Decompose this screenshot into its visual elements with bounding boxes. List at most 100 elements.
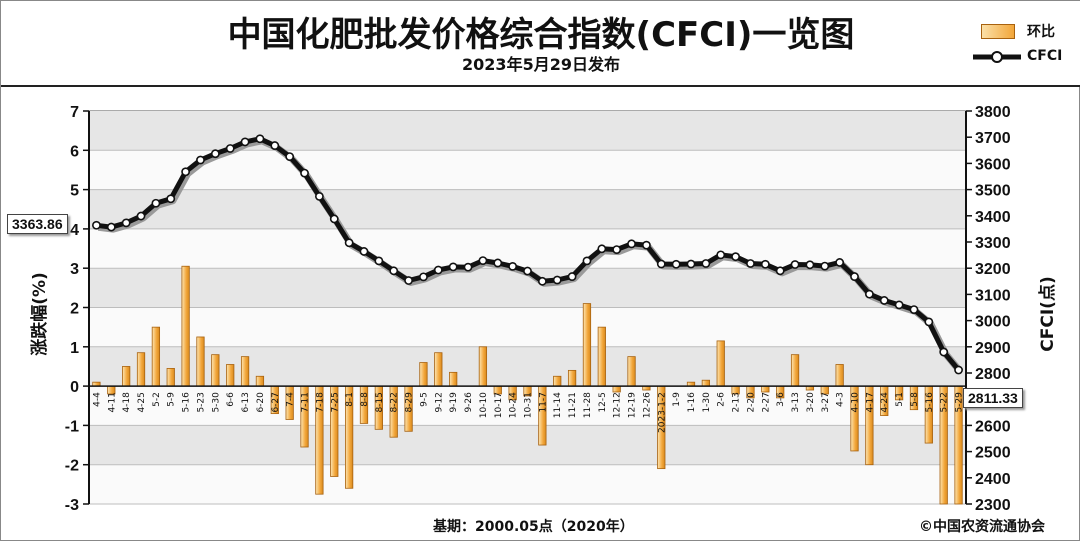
cfci-point-6-6	[225, 144, 235, 153]
cfci-point-8-29	[404, 276, 413, 285]
right-axis-ticks: 2300240025002600270028002900300031003200…	[965, 104, 1011, 514]
bar-12-5	[597, 326, 606, 387]
x-tick-label: 3-6	[776, 392, 786, 407]
start-value-callout: 3363.86	[7, 214, 68, 234]
bar-12-19	[627, 356, 636, 387]
right-axis-label: CFCI(点)	[1037, 276, 1058, 351]
x-tick-label: 5-2	[152, 392, 162, 407]
x-tick-label: 4-3	[836, 392, 846, 407]
right-tick-label: 3700	[975, 130, 1011, 147]
cfci-point-8-15	[374, 256, 384, 266]
cfci-point-12-26	[642, 240, 651, 250]
cfci-point-5-9	[166, 194, 176, 204]
x-tick-label: 5-23	[196, 392, 206, 412]
left-tick-label: -3	[65, 497, 79, 514]
bar-11-21	[567, 369, 577, 387]
cfci-point-2-6	[716, 250, 726, 260]
cfci-point-9-12	[433, 265, 443, 275]
cfci-point-10-10	[478, 256, 488, 266]
x-tick-label: 1-9	[672, 392, 682, 407]
cfci-point-11-14	[552, 275, 562, 285]
x-tick-label: 4-17	[865, 392, 875, 412]
cfci-point-4-4	[92, 220, 101, 230]
x-tick-label: 10-24	[509, 392, 519, 418]
x-tick-label: 4-4	[92, 392, 102, 407]
x-tick-label: 12-12	[613, 392, 623, 418]
x-tick-label: 5-1	[895, 392, 905, 407]
cfci-point-5-1	[894, 300, 904, 310]
x-tick-label: 2023-1-2	[657, 392, 667, 433]
right-tick-label: 3800	[975, 104, 1011, 121]
right-tick-label: 3000	[975, 314, 1011, 331]
x-tick-label: 10-10	[479, 392, 489, 418]
line-series-cfci	[92, 134, 964, 375]
x-tick-label: 2-27	[761, 392, 771, 412]
right-tick-label: 3600	[975, 156, 1011, 173]
chart-title: 中国化肥批发价格综合指数(CFCI)一览图	[227, 15, 855, 55]
bar-5-30	[211, 354, 220, 387]
x-tick-label: 5-22	[940, 392, 950, 412]
cfci-point-3-13	[790, 260, 800, 269]
left-axis-label: 涨跌幅(%)	[29, 272, 50, 356]
legend-bar-label: 环比	[1027, 24, 1055, 40]
x-tick-label: 12-19	[628, 392, 638, 418]
cfci-point-7-18	[314, 192, 324, 201]
x-tick-label: 7-18	[315, 392, 325, 413]
bar-2-27	[761, 385, 770, 393]
cfci-point-6-27	[270, 141, 280, 150]
right-tick-label: 2800	[975, 366, 1011, 383]
cfci-point-8-8	[359, 247, 369, 256]
cfci-point-6-20	[255, 134, 265, 144]
x-axis-labels: 4-4 4-11 4-18 4-25 5-2 5-9 5-16 5-23 5-30 6-6 6-13…	[92, 392, 964, 433]
chart-header: 中国化肥批发价格综合指数(CFCI)一览图 2023年5月29日发布 环比 CF…	[1, 1, 1080, 87]
right-tick-label: 2300	[975, 497, 1011, 514]
x-tick-label: 9-12	[434, 392, 444, 412]
cfci-point-5-16	[924, 317, 934, 327]
right-tick-label: 3200	[975, 261, 1011, 278]
cfci-point-5-23	[196, 155, 205, 165]
legend-bar-swatch	[981, 24, 1015, 39]
bar-5-23	[196, 336, 205, 387]
bar-3-13	[790, 354, 800, 387]
x-tick-label: 6-27	[271, 392, 281, 412]
bar-1-30	[701, 379, 710, 387]
x-tick-label: 8-22	[390, 392, 400, 412]
x-tick-label: 2-20	[746, 392, 756, 413]
cfci-point-5-30	[210, 149, 220, 159]
cfci-point-11-7	[537, 276, 547, 286]
left-tick-label: 1	[70, 340, 79, 357]
x-tick-label: 11-21	[568, 392, 578, 418]
bar-5-16	[181, 265, 190, 387]
x-tick-label: 6-20	[256, 392, 266, 413]
cfci-point-5-8	[909, 305, 919, 314]
end-value-callout: 2811.33	[963, 388, 1023, 408]
bar-5-9	[166, 368, 175, 387]
cfci-point-4-10	[850, 272, 859, 281]
bar-4-25	[136, 352, 146, 387]
x-tick-label: 10-17	[494, 392, 504, 418]
x-tick-label: 8-15	[375, 392, 385, 412]
bar-10-10	[478, 346, 488, 387]
cfci-point-7-4	[285, 152, 295, 161]
bar-2-6	[716, 340, 725, 387]
x-tick-label: 3-13	[791, 392, 801, 412]
x-tick-label: 1-30	[702, 392, 712, 413]
x-tick-label: 11-7	[538, 392, 548, 412]
cfci-point-4-18	[121, 218, 131, 228]
cfci-point-1-9	[671, 259, 681, 269]
x-tick-label: 9-26	[464, 392, 474, 413]
left-tick-label: 7	[70, 104, 79, 121]
cfci-point-7-25	[329, 214, 339, 224]
bar-5-2	[151, 326, 161, 387]
right-tick-label: 2400	[975, 471, 1011, 488]
x-tick-label: 7-25	[330, 392, 340, 412]
x-tick-label: 9-19	[449, 392, 459, 413]
cfci-point-8-22	[389, 266, 399, 276]
left-tick-label: 0	[70, 379, 79, 396]
x-tick-label: 4-11	[107, 392, 117, 412]
bar-4-3	[835, 364, 844, 387]
x-tick-label: 3-27	[821, 392, 831, 412]
left-tick-label: -2	[65, 458, 79, 475]
x-tick-label: 12-26	[642, 392, 652, 418]
